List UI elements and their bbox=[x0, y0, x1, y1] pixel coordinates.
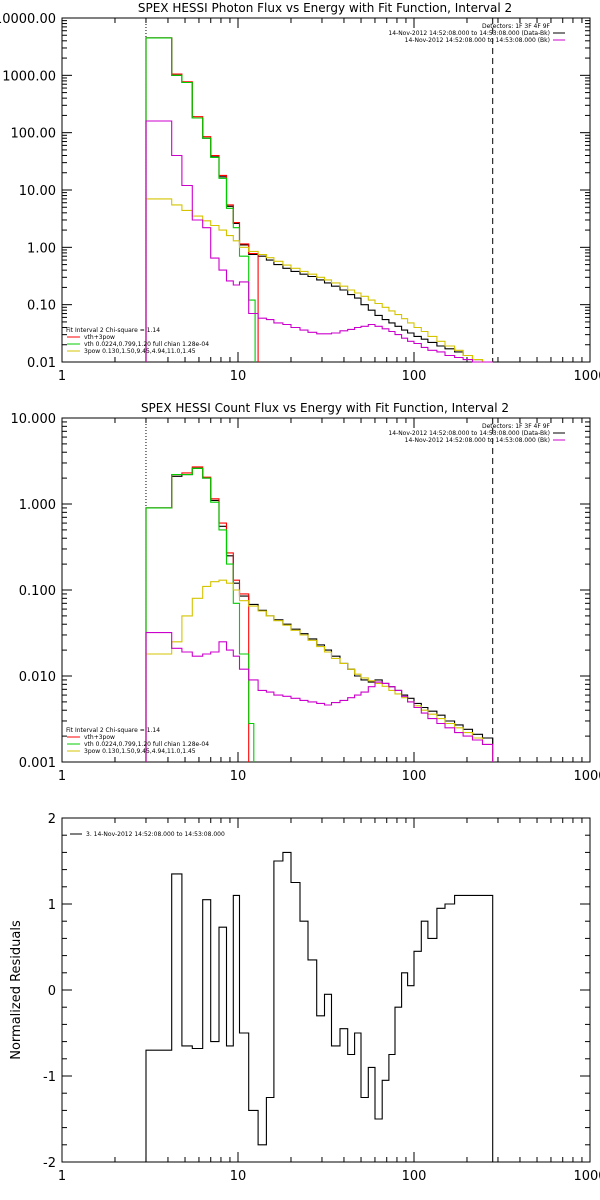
x-tick-label: 1000 bbox=[573, 769, 600, 784]
legend-fit-entry: 3pow 0.130,1.50,9.45,4.94,11.0,1.45 bbox=[84, 748, 196, 755]
series-vth bbox=[145, 37, 256, 362]
series-residuals bbox=[145, 851, 494, 1162]
y-tick-label: 100.00 bbox=[11, 127, 57, 142]
y-tick-label: -2 bbox=[43, 1156, 56, 1171]
legend-interval-entry: 3. 14-Nov-2012 14:52:08.000 to 14:53:08.… bbox=[86, 831, 225, 838]
legend-fit-entry: vth+3pow bbox=[84, 334, 115, 341]
y-tick-label: 10.00 bbox=[19, 184, 56, 199]
plot-frame bbox=[61, 817, 591, 1163]
x-tick-label: 1000 bbox=[573, 1169, 600, 1184]
legend-fit-entry: vth 0.0224,0.799,1.20 full chian 1.28e-0… bbox=[84, 741, 209, 748]
series-background bbox=[145, 632, 494, 762]
plot-frame bbox=[61, 17, 591, 363]
series-data-minus-background bbox=[145, 467, 494, 762]
y-tick-label: 1000.00 bbox=[2, 69, 56, 84]
legend-topright-entry: Detectors: 1F 3F 4F 9F bbox=[482, 423, 551, 430]
photon-flux-title: SPEX HESSI Photon Flux vs Energy with Fi… bbox=[138, 1, 512, 15]
y-tick-label: 1.00 bbox=[27, 241, 56, 256]
count-flux-title: SPEX HESSI Count Flux vs Energy with Fit… bbox=[141, 401, 509, 415]
series-vth bbox=[145, 467, 255, 762]
y-tick-label: 0.10 bbox=[27, 299, 56, 314]
residuals-panel: Normalized Residuals 1 10 100 1000 -2 -1 0 1 2 3.… bbox=[9, 812, 600, 1184]
x-tick-label: 100 bbox=[402, 1169, 427, 1184]
series-3pow bbox=[145, 198, 493, 363]
x-tick-label: 100 bbox=[402, 369, 427, 384]
x-tick-label: 1000 bbox=[573, 369, 600, 384]
y-tick-label: 0.100 bbox=[19, 584, 56, 599]
x-tick-label: 100 bbox=[402, 769, 427, 784]
legend-topright-entry: 14-Nov-2012 14:52:08.000 to 14:53:08.000… bbox=[388, 30, 550, 37]
series-vth+3pow bbox=[145, 37, 259, 362]
x-tick-label: 1 bbox=[58, 769, 66, 784]
legend-fit-entry: 3pow 0.130,1.50,9.45,4.94,11.0,1.45 bbox=[84, 348, 196, 355]
y-tick-label: 0.01 bbox=[27, 356, 56, 371]
x-tick-label: 1 bbox=[58, 1169, 66, 1184]
legend-topright-entry: 14-Nov-2012 14:52:08.000 to 14:53:08.000… bbox=[388, 430, 550, 437]
count-flux-panel: SPEX HESSI Count Flux vs Energy with Fit… bbox=[11, 401, 600, 784]
y-tick-label: 2 bbox=[48, 812, 56, 827]
plot-frame bbox=[61, 417, 591, 763]
legend-topright-entry: 14-Nov-2012 14:52:08.000 to 14:53:08.000… bbox=[405, 437, 550, 444]
series-background bbox=[145, 120, 493, 363]
residuals-y-axis-label: Normalized Residuals bbox=[9, 920, 24, 1060]
y-tick-label: 10.000 bbox=[11, 412, 57, 427]
legend-fit-entry: Fit Interval 2 Chi-square = 1.14 bbox=[66, 327, 160, 334]
y-tick-label: 10000.00 bbox=[0, 12, 56, 27]
y-tick-label: 0.001 bbox=[19, 756, 56, 771]
legend-fit-entry: vth+3pow bbox=[84, 734, 115, 741]
x-tick-label: 10 bbox=[230, 769, 247, 784]
series-3pow bbox=[145, 579, 494, 762]
y-tick-label: 1.000 bbox=[19, 498, 56, 513]
y-tick-label: -1 bbox=[43, 1070, 56, 1085]
series-data-minus-background bbox=[145, 37, 493, 363]
legend-topright-entry: Detectors: 1F 3F 4F 9F bbox=[482, 23, 551, 30]
legend-fit-entry: Fit Interval 2 Chi-square = 1.14 bbox=[66, 727, 160, 734]
y-tick-label: 0.010 bbox=[19, 670, 56, 685]
photon-flux-panel: SPEX HESSI Photon Flux vs Energy with Fi… bbox=[0, 1, 600, 384]
legend-fit-entry: vth 0.0224,0.799,1.20 full chian 1.28e-0… bbox=[84, 341, 209, 348]
series-vth+3pow bbox=[145, 466, 250, 762]
y-tick-label: 0 bbox=[48, 984, 56, 999]
y-tick-label: 1 bbox=[48, 898, 56, 913]
legend-topright-entry: 14-Nov-2012 14:52:08.000 to 14:53:08.000… bbox=[405, 37, 550, 44]
x-tick-label: 10 bbox=[230, 1169, 247, 1184]
x-tick-label: 10 bbox=[230, 369, 247, 384]
x-tick-label: 1 bbox=[58, 369, 66, 384]
